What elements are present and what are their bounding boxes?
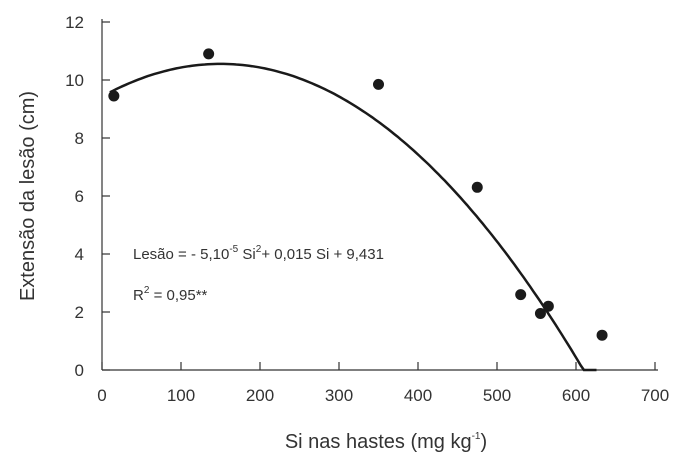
x-tick-label: 400 [404,386,432,405]
r-squared: R2 = 0,95** [133,285,208,304]
x-axis-title-end: ) [480,431,487,453]
data-point [534,307,546,319]
y-tick-label: 12 [65,13,84,32]
x-tick-label: 200 [246,386,274,405]
x-axis-title: Si nas hastes (mg kg-1) [285,431,487,453]
x-tick-label: 600 [562,386,590,405]
r2-label: R [133,287,144,304]
x-tick-label: 500 [483,386,511,405]
equation-si: Si [238,246,256,263]
r2-value: = 0,95** [149,287,207,304]
data-point [108,90,120,102]
y-axis-title: Extensão da lesão (cm) [17,91,39,301]
y-tick-label: 2 [75,303,84,322]
y-tick-label: 10 [65,71,84,90]
data-point [596,329,608,341]
data-point [373,78,384,90]
equation-si-exponent: 2 [256,244,262,255]
y-tick-label: 4 [75,245,84,264]
r2-exponent: 2 [144,285,150,296]
fit-equation: Lesão = - 5,10-5 Si2+ 0,015 Si + 9,431 [133,244,384,263]
data-point [515,289,527,301]
data-point [471,181,483,193]
data-point [203,48,215,60]
equation-prefix: Lesão = - 5,10 [133,246,229,263]
y-tick-label: 0 [75,361,84,380]
equation-rest: + 0,015 Si + 9,431 [261,246,384,263]
x-tick-label: 700 [641,386,669,405]
fit-curve [109,62,597,372]
axes [101,19,658,371]
y-tick-label: 8 [75,129,84,148]
x-axis-title-sup: -1 [472,431,481,442]
data-points [108,48,608,341]
x-axis-title-main: Si nas hastes (mg kg [285,431,472,453]
x-tick-label: 300 [325,386,353,405]
x-tick-label: 100 [167,386,195,405]
equation-exponent: -5 [229,244,238,255]
y-tick-label: 6 [75,187,84,206]
data-point [542,300,554,312]
x-tick-label: 0 [97,386,106,405]
tick-labels: 0 2 4 6 8 10 12 0 100 200 300 400 500 600 700 [65,13,669,405]
